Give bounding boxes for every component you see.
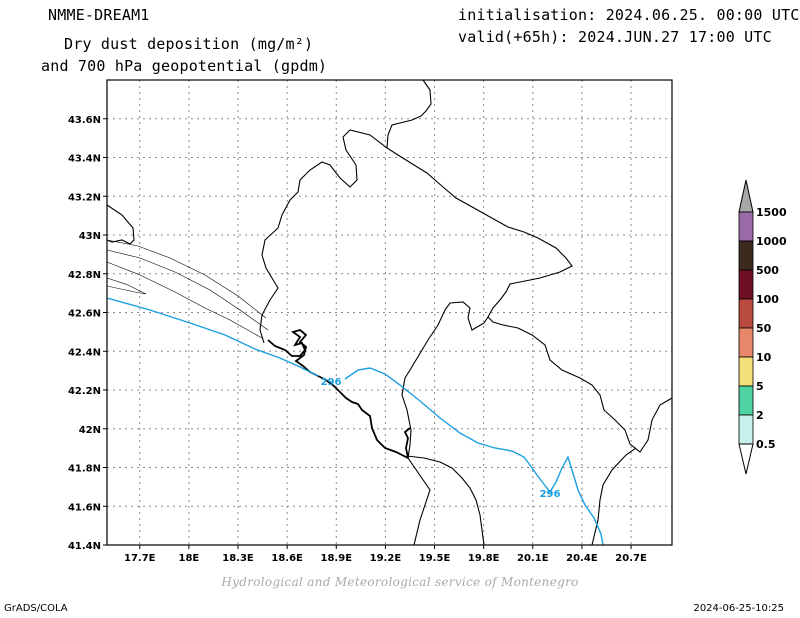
- colorbar-segment: [738, 385, 754, 416]
- lon-tick-label: 18.3E: [222, 553, 254, 564]
- colorbar-label: 10: [756, 351, 772, 364]
- lat-tick-label: 43.4N: [68, 154, 101, 165]
- lat-tick-label: 42.4N: [68, 347, 101, 358]
- colorbar-label: 2: [756, 409, 764, 422]
- lat-tick-label: 43.6N: [68, 115, 101, 126]
- credit-text: Hydrological and Meteorological service …: [221, 575, 579, 589]
- lon-tick-label: 17.7E: [124, 553, 156, 564]
- coast-thin: [106, 239, 269, 339]
- colorbar-segment: [738, 269, 754, 300]
- lon-tick-label: 20.4E: [566, 553, 598, 564]
- colorbar-label: 100: [756, 293, 779, 306]
- colorbar-legend: 1500 1000 500 100 50 10 5 2 0.5: [738, 179, 787, 475]
- lon-tick-label: 19.2E: [370, 553, 402, 564]
- lat-tick-label: 42.2N: [68, 386, 101, 397]
- lat-tick-label: 41.4N: [68, 541, 101, 552]
- colorbar-top-arrow: [738, 179, 754, 213]
- initialisation-time: initialisation: 2024.06.25. 00:00 UTC: [458, 6, 800, 24]
- geopotential-contour: [106, 297, 604, 546]
- border-line: [386, 79, 573, 459]
- colorbar-segment: [738, 327, 754, 358]
- colorbar-segment: [738, 240, 754, 271]
- axis-ticks: 17.7E 18E 18.3E 18.6E 18.9E 19.2E 19.5E 19.8E 20…: [68, 115, 647, 564]
- map-title-line1: Dry dust deposition (mg/m²): [64, 35, 314, 53]
- contour-296-line: [344, 367, 604, 546]
- border-line: [106, 204, 135, 245]
- lon-tick-label: 19.8E: [468, 553, 500, 564]
- map-title-line2: and 700 hPa geopotential (gpdm): [41, 57, 328, 75]
- colorbar-label: 500: [756, 264, 779, 277]
- lon-tick-label: 18.6E: [271, 553, 303, 564]
- model-name: NMME-DREAM1: [48, 6, 150, 24]
- lat-tick-label: 41.8N: [68, 464, 101, 475]
- colorbar-bottom-arrow: [738, 443, 754, 475]
- colorbar-label: 0.5: [756, 438, 776, 451]
- colorbar-label: 5: [756, 380, 764, 393]
- lon-tick-label: 20.1E: [517, 553, 549, 564]
- lon-tick-label: 18.9E: [321, 553, 353, 564]
- colorbar-segment: [738, 298, 754, 329]
- map-grid: [107, 80, 672, 545]
- coast-line: [106, 261, 263, 339]
- lon-tick-label: 19.5E: [419, 553, 451, 564]
- border-line: [487, 316, 673, 453]
- coast-line: [106, 249, 269, 331]
- colorbar-segment: [738, 356, 754, 387]
- colorbar-label: 1000: [756, 235, 787, 248]
- border-line: [407, 457, 431, 546]
- colorbar-segment: [738, 211, 754, 242]
- lat-tick-label: 43N: [79, 231, 101, 242]
- lon-tick-label: 18E: [179, 553, 200, 564]
- coastline-montenegro: [267, 329, 411, 460]
- coast-line: [106, 239, 267, 319]
- border-line: [406, 455, 485, 546]
- lat-tick-label: 42.6N: [68, 309, 101, 320]
- colorbar-label: 1500: [756, 206, 787, 219]
- colorbar-label: 50: [756, 322, 772, 335]
- border-line: [259, 129, 388, 344]
- colorbar-segment: [738, 414, 754, 445]
- contour-label: 296: [321, 377, 342, 388]
- contour-label: 296: [540, 489, 561, 500]
- borders: [106, 79, 673, 546]
- coast-line: [106, 277, 147, 295]
- lat-tick-label: 42N: [79, 425, 101, 436]
- lat-tick-label: 43.2N: [68, 192, 101, 203]
- contour-296-line: [106, 297, 319, 377]
- lat-tick-label: 42.8N: [68, 270, 101, 281]
- footer-timestamp: 2024-06-25-10:25: [693, 603, 784, 614]
- border-line: [591, 447, 637, 546]
- lat-tick-label: 41.6N: [68, 502, 101, 513]
- valid-time: valid(+65h): 2024.JUN.27 17:00 UTC: [458, 28, 772, 46]
- lon-tick-label: 20.7E: [615, 553, 647, 564]
- footer-software: GrADS/COLA: [4, 603, 68, 614]
